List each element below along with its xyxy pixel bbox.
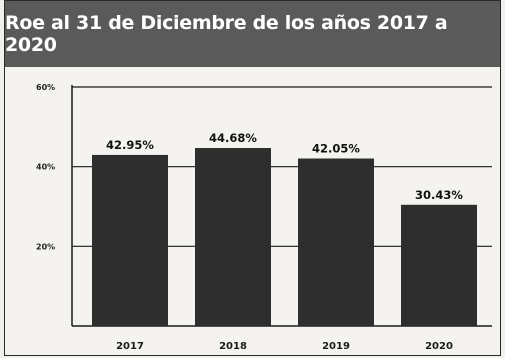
y-tick-label: 60% [36,83,55,92]
chart-title: Roe al 31 de Diciembre de los años 2017 … [5,12,448,56]
y-tick-label: 40% [36,163,55,172]
data-label-2019: 42.05% [312,142,360,156]
data-label-2018: 44.68% [209,131,257,145]
x-tick-label-2017: 2017 [116,341,144,352]
data-label-2017: 42.95% [106,138,154,152]
data-label-2020: 30.43% [415,188,463,202]
bar-2019 [298,158,374,326]
y-tick-label: 20% [36,242,55,251]
bar-2018 [195,148,271,326]
x-tick-label-2018: 2018 [219,341,247,352]
chart-title-bar: Roe al 31 de Diciembre de los años 2017 … [5,1,500,67]
x-tick-label-2019: 2019 [322,341,350,352]
x-tick-label-2020: 2020 [425,341,453,352]
bar-2020 [401,204,477,326]
bar-2017 [92,154,168,326]
